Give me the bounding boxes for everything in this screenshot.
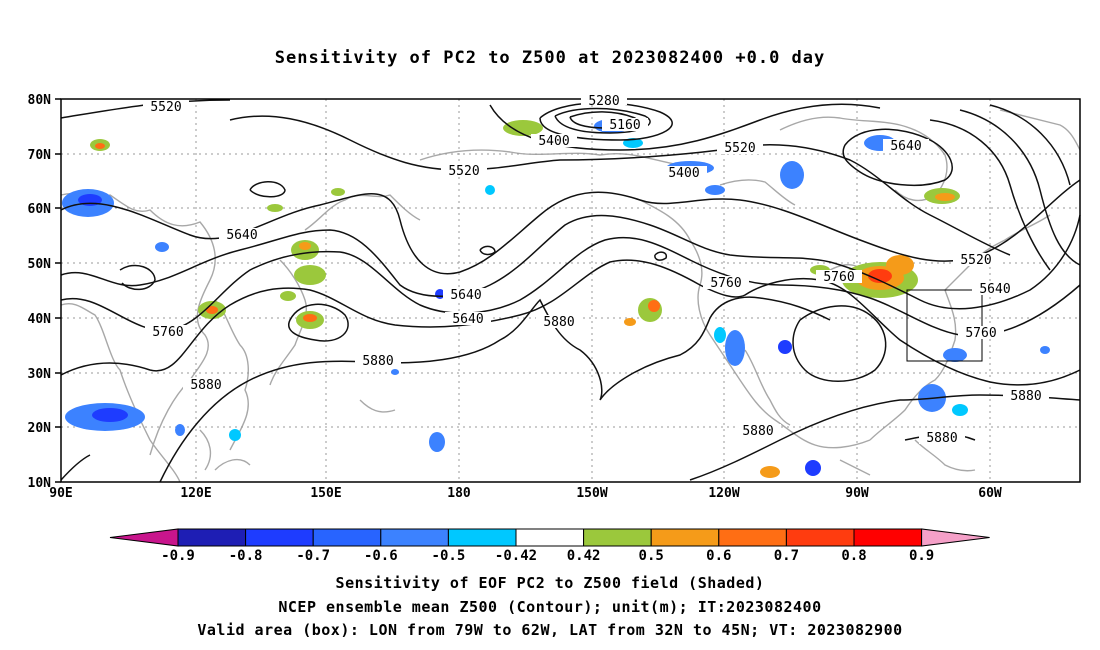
contour-label: 5760 (152, 325, 183, 340)
colorbar-segment (583, 528, 652, 547)
valid-area-box (906, 289, 983, 362)
colorbar-label: -0.6 (364, 548, 398, 564)
contour-label: 5760 (710, 276, 741, 291)
colorbar-right-arrow (921, 528, 990, 547)
caption-line-3: Valid area (box): LON from 79W to 62W, L… (197, 621, 903, 639)
lat-label: 30N (28, 367, 52, 382)
contour-label: 5880 (1010, 389, 1041, 404)
lat-label: 40N (28, 312, 52, 327)
colorbar-segment (245, 528, 314, 547)
lon-label: 150E (310, 486, 341, 501)
lon-label: 60W (978, 486, 1002, 501)
lon-label: 90W (845, 486, 869, 501)
caption-line-1: Sensitivity of EOF PC2 to Z500 field (Sh… (335, 574, 765, 592)
lon-label: 120E (180, 486, 211, 501)
contour-label: 5760 (823, 270, 854, 285)
longitude-labels: 90E 120E 150E 180 150W 120W 90W 60W (49, 486, 1002, 501)
colorbar-segment (447, 528, 517, 547)
lat-label: 20N (28, 421, 52, 436)
contour-label: 5640 (450, 288, 481, 303)
contour-label: 5520 (150, 100, 181, 115)
contour-label: 5400 (668, 166, 699, 181)
contour-label: 5880 (362, 354, 393, 369)
colorbar-label: 0.7 (774, 548, 799, 564)
contour-label: 5640 (890, 139, 921, 154)
contour-label: 5880 (742, 424, 773, 439)
colorbar-label: -0.9 (161, 548, 195, 564)
colorbar-label: 0.42 (567, 548, 601, 564)
map-title: Sensitivity of PC2 to Z500 at 2023082400… (274, 48, 826, 68)
lat-label: 50N (28, 257, 52, 272)
colorbar-segment (312, 528, 382, 547)
contour-label: 5760 (965, 326, 996, 341)
colorbar-label: 0.8 (841, 548, 866, 564)
contour-label: 5400 (538, 134, 569, 149)
lon-label: 180 (447, 486, 471, 501)
lon-label: 90E (49, 486, 72, 501)
lat-label: 10N (28, 476, 52, 491)
contour-label: 5640 (979, 282, 1010, 297)
graticule (61, 99, 1080, 482)
lat-label: 70N (28, 148, 52, 163)
plot-frame (60, 98, 1081, 483)
contour-label: 5880 (926, 431, 957, 446)
contour-label: 5280 (588, 94, 619, 109)
contour-label: 5520 (448, 164, 479, 179)
lon-label: 150W (576, 486, 607, 501)
colorbar-label: -0.8 (229, 548, 263, 564)
lon-label: 120W (708, 486, 739, 501)
lat-label: 80N (28, 93, 52, 108)
contour-label: 5880 (190, 378, 221, 393)
colorbar-label: 0.6 (706, 548, 731, 564)
colorbar-segment (853, 528, 923, 547)
colorbar-segment (380, 528, 449, 547)
contour-labels: 5520 5280 5160 5400 5520 5640 5520 5400 … (143, 94, 1049, 446)
colorbar: -0.9 -0.8 -0.7 -0.6 -0.5 -0.42 0.42 0.5 0.6 0.7 0.… (109, 528, 990, 564)
colorbar-segment (650, 528, 720, 547)
contour-label: 5880 (543, 315, 574, 330)
lat-label: 60N (28, 202, 52, 217)
colorbar-segment (515, 528, 585, 547)
colorbar-segment (177, 528, 247, 547)
colorbar-segment (718, 528, 787, 547)
colorbar-label: 0.9 (909, 548, 934, 564)
colorbar-label: -0.42 (495, 548, 537, 564)
contour-label: 5520 (724, 141, 755, 156)
contour-label: 5520 (960, 253, 991, 268)
caption-line-2: NCEP ensemble mean Z500 (Contour); unit(… (278, 598, 822, 616)
colorbar-left-arrow (109, 528, 179, 547)
contour-label: 5640 (226, 228, 257, 243)
colorbar-label: 0.5 (639, 548, 664, 564)
latitude-labels: 80N 70N 60N 50N 40N 30N 20N 10N (28, 93, 52, 491)
contour-label: 5160 (609, 118, 640, 133)
colorbar-label: -0.7 (296, 548, 330, 564)
colorbar-label: -0.5 (432, 548, 466, 564)
tick-marks (55, 98, 61, 483)
colorbar-segment (785, 528, 855, 547)
contour-label: 5640 (452, 312, 483, 327)
